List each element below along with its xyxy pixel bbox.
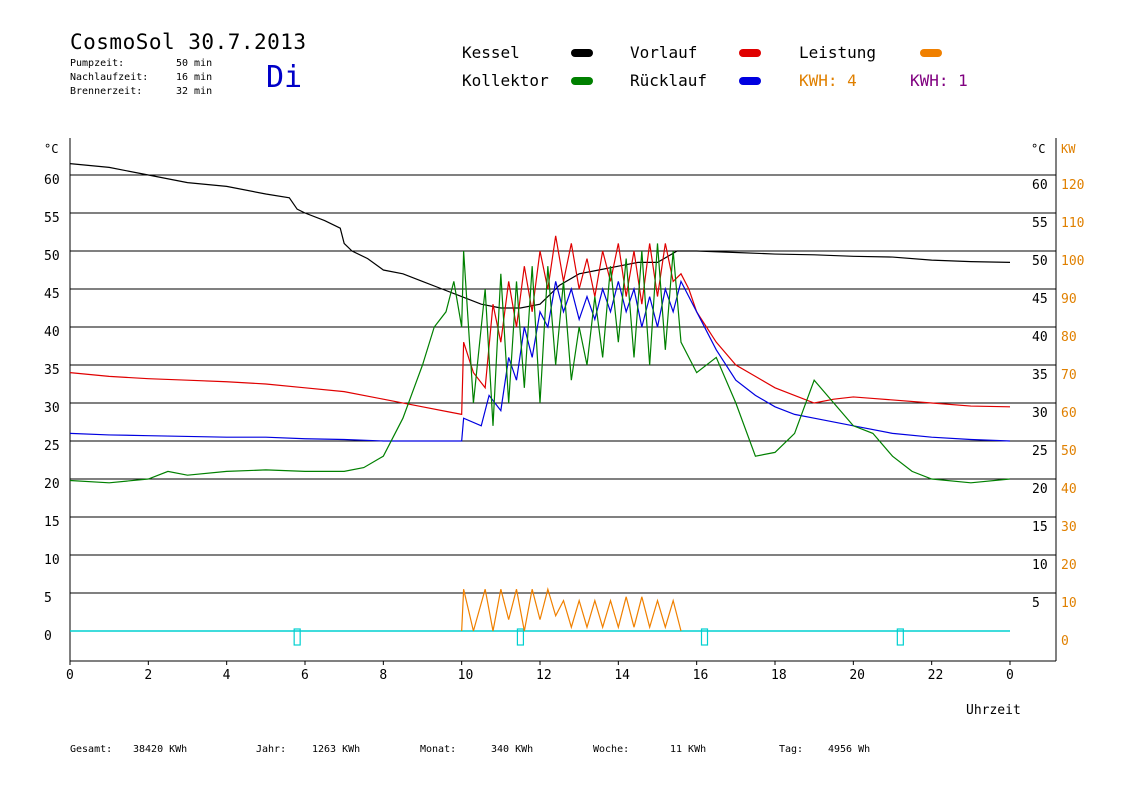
footer-woche-value: 11 KWh — [670, 744, 707, 755]
y-tick-label-power: 40 — [1061, 482, 1077, 497]
y-tick-label-left: 60 — [44, 173, 60, 188]
footer-jahr-label: Jahr: — [256, 744, 287, 755]
footer-tag-label: Tag: — [779, 744, 804, 755]
y-tick-label-left: 55 — [44, 211, 60, 226]
y-tick-label-left: 35 — [44, 363, 60, 378]
y-unit-left: °C — [44, 142, 58, 156]
y-tick-label-right: 50 — [1032, 254, 1048, 269]
y-tick-label-power: 120 — [1061, 178, 1084, 193]
y-tick-label-right: 40 — [1032, 330, 1048, 345]
series-kollektor-line — [69, 243, 1011, 484]
legend-ruecklauf-swatch — [739, 77, 761, 85]
legend-kessel-label: Kessel — [462, 43, 520, 62]
x-tick-label: 18 — [771, 668, 787, 683]
y-tick-label-power: 10 — [1061, 596, 1077, 611]
y-tick-label-power: 30 — [1061, 520, 1077, 535]
y-tick-label-left: 30 — [44, 401, 60, 416]
y-tick-label-power: 100 — [1061, 254, 1084, 269]
legend-kwh-orange: KWH: 4 — [799, 71, 857, 90]
weekday-label: Di — [266, 60, 303, 95]
footer-monat-label: Monat: — [420, 744, 457, 755]
y-tick-label-left: 25 — [44, 439, 60, 454]
y-unit-power: KW — [1061, 142, 1076, 156]
footer-tag-value: 4956 Wh — [828, 744, 871, 755]
series-ruecklauf-line — [69, 279, 1011, 442]
stat-pumpzeit-label: Pumpzeit: — [70, 58, 125, 69]
legend-kessel-swatch — [571, 49, 593, 57]
x-tick-label: 0 — [1006, 668, 1014, 683]
burner-marker — [293, 628, 301, 646]
x-tick-label: 0 — [66, 668, 74, 683]
y-tick-label-right: 45 — [1032, 292, 1048, 307]
y-tick-label-right: 15 — [1032, 520, 1048, 535]
series-leistung-line — [461, 586, 682, 632]
x-tick-label: 2 — [144, 668, 152, 683]
y-tick-label-left: 50 — [44, 249, 60, 264]
y-tick-label-power: 50 — [1061, 444, 1077, 459]
y-tick-label-right: 35 — [1032, 368, 1048, 383]
x-tick-label: 8 — [379, 668, 387, 683]
y-tick-label-right: 30 — [1032, 406, 1048, 421]
burner-marker — [896, 628, 904, 646]
x-axis-label: Uhrzeit — [966, 703, 1021, 718]
footer-gesamt-label: Gesamt: — [70, 744, 113, 755]
x-tick-label: 10 — [458, 668, 474, 683]
legend-vorlauf-label: Vorlauf — [630, 43, 698, 62]
legend-kollektor-label: Kollektor — [462, 71, 549, 90]
y-tick-label-left: 15 — [44, 515, 60, 530]
y-tick-label-left: 20 — [44, 477, 60, 492]
y-tick-label-power: 60 — [1061, 406, 1077, 421]
y-tick-label-right: 60 — [1032, 178, 1048, 193]
y-unit-right: °C — [1031, 142, 1045, 156]
legend-kwh-purple: KWH: 1 — [910, 71, 968, 90]
y-tick-label-right: 55 — [1032, 216, 1048, 231]
burner-marker — [516, 628, 525, 646]
x-tick-label: 12 — [536, 668, 552, 683]
chart-title: CosmoSol 30.7.2013 — [70, 30, 307, 54]
x-tick-label: 16 — [693, 668, 709, 683]
y-tick-label-right: 10 — [1032, 558, 1048, 573]
footer-jahr-value: 1263 KWh — [312, 744, 361, 755]
legend-leistung-swatch — [920, 49, 942, 57]
stat-nachlaufzeit-label: Nachlaufzeit: — [70, 72, 149, 83]
y-tick-label-left: 45 — [44, 287, 60, 302]
y-tick-label-power: 70 — [1061, 368, 1077, 383]
y-tick-label-power: 20 — [1061, 558, 1077, 573]
y-tick-label-right: 5 — [1032, 596, 1040, 611]
footer-monat-value: 340 KWh — [491, 744, 534, 755]
stat-nachlaufzeit-value: 16 min — [176, 72, 213, 83]
stat-brennerzeit-value: 32 min — [176, 86, 213, 97]
y-tick-label-right: 25 — [1032, 444, 1048, 459]
x-tick-label: 22 — [928, 668, 944, 683]
legend-kollektor-swatch — [571, 77, 593, 85]
legend-leistung-label: Leistung — [799, 43, 877, 62]
legend-ruecklauf-label: Rücklauf — [630, 71, 708, 90]
burner-marker — [700, 628, 709, 646]
y-tick-label-power: 110 — [1061, 216, 1084, 231]
series-vorlauf-line — [69, 235, 1011, 416]
x-tick-label: 6 — [301, 668, 309, 683]
y-tick-label-left: 40 — [44, 325, 60, 340]
footer-woche-label: Woche: — [593, 744, 630, 755]
x-tick-label: 14 — [614, 668, 630, 683]
series-kessel-line — [69, 163, 1011, 309]
stat-pumpzeit-value: 50 min — [176, 58, 213, 69]
footer-gesamt-value: 38420 KWh — [133, 744, 188, 755]
y-tick-label-left: 0 — [44, 629, 52, 644]
y-tick-label-power: 80 — [1061, 330, 1077, 345]
y-tick-label-power: 0 — [1061, 634, 1069, 649]
y-tick-label-right: 20 — [1032, 482, 1048, 497]
y-tick-label-power: 90 — [1061, 292, 1077, 307]
x-tick-label: 20 — [849, 668, 865, 683]
y-tick-label-left: 10 — [44, 553, 60, 568]
x-tick-label: 4 — [223, 668, 231, 683]
y-tick-label-left: 5 — [44, 591, 52, 606]
stat-brennerzeit-label: Brennerzeit: — [70, 86, 143, 97]
legend-vorlauf-swatch — [739, 49, 761, 57]
